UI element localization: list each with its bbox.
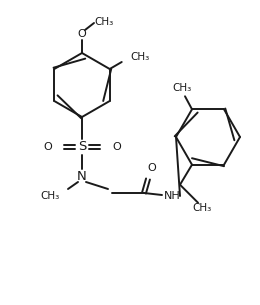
Text: N: N — [77, 170, 87, 184]
Text: CH₃: CH₃ — [172, 83, 192, 93]
Text: O: O — [78, 29, 86, 39]
Text: O: O — [148, 163, 156, 173]
Text: O: O — [43, 142, 52, 152]
Text: CH₃: CH₃ — [192, 203, 212, 213]
Text: CH₃: CH₃ — [130, 52, 149, 62]
Text: NH: NH — [164, 191, 180, 201]
Text: CH₃: CH₃ — [40, 191, 60, 201]
Text: CH₃: CH₃ — [94, 17, 114, 27]
Text: O: O — [112, 142, 121, 152]
Text: S: S — [78, 141, 86, 153]
